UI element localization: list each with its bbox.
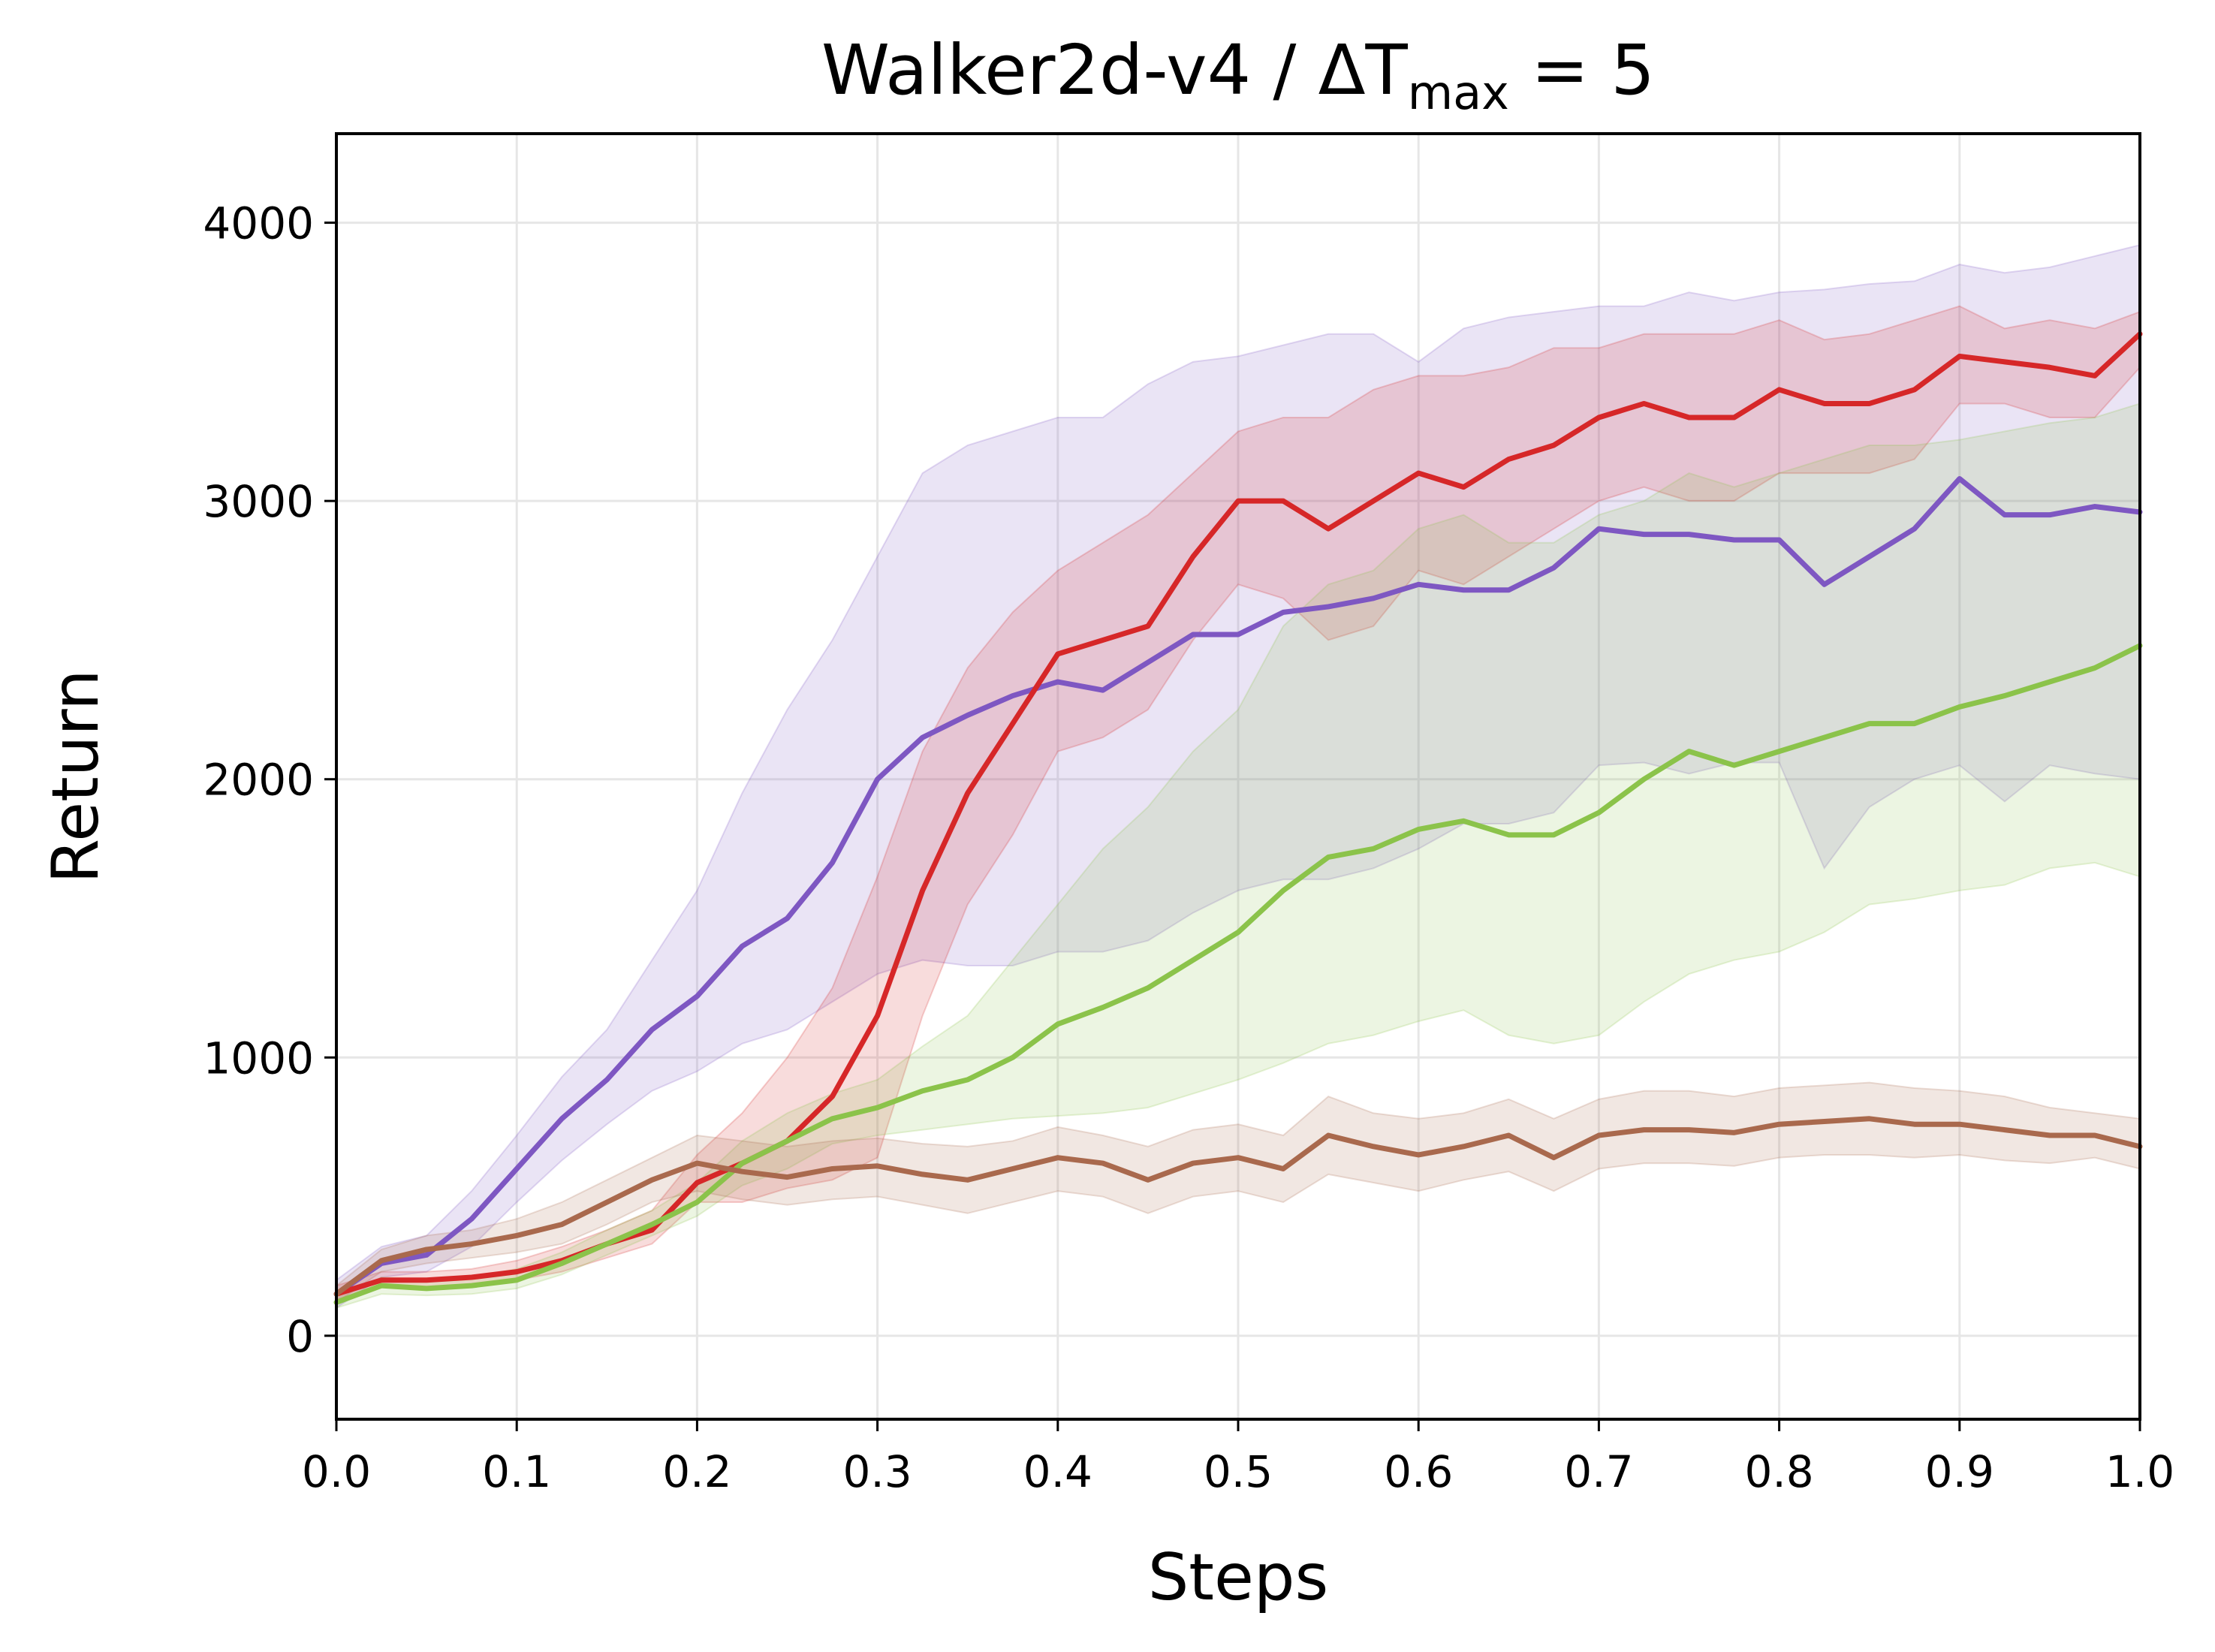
x-tick-label: 0.7 bbox=[1564, 1446, 1633, 1497]
x-tick-label: 0.2 bbox=[662, 1446, 731, 1497]
y-tick-label: 0 bbox=[286, 1311, 314, 1362]
x-tick-label: 0.9 bbox=[1925, 1446, 1994, 1497]
x-tick-label: 0.0 bbox=[302, 1446, 371, 1497]
x-axis-label: Steps bbox=[1148, 1540, 1329, 1615]
x-tick-label: 0.8 bbox=[1744, 1446, 1813, 1497]
x-tick-label: 0.6 bbox=[1384, 1446, 1453, 1497]
y-tick-label: 3000 bbox=[203, 476, 314, 527]
y-tick-label: 2000 bbox=[203, 755, 314, 806]
x-tick-label: 1.0 bbox=[2105, 1446, 2174, 1497]
x-axis: 0.0 0.1 0.2 0.3 0.4 0.5 0.6 0.7 0.8 0.9 1.0 bbox=[302, 1419, 2174, 1497]
series-4-line bbox=[333, 1116, 2143, 1297]
series-1-line bbox=[333, 475, 2143, 1297]
y-axis: 0 1000 2000 3000 4000 bbox=[203, 198, 336, 1362]
chart-title-main: Walker2d-v4 / ΔT bbox=[821, 30, 1409, 110]
series-3-line bbox=[333, 643, 2143, 1305]
y-tick-label: 1000 bbox=[203, 1032, 314, 1084]
y-tick-label: 4000 bbox=[203, 198, 314, 249]
chart-title: Walker2d-v4 / ΔTmax = 5 bbox=[821, 30, 1655, 120]
series-2-line bbox=[333, 331, 2143, 1297]
x-tick-label: 0.5 bbox=[1204, 1446, 1273, 1497]
y-axis-label: Return bbox=[38, 669, 113, 883]
chart-title-subscript: max bbox=[1408, 65, 1509, 120]
series-lines bbox=[333, 331, 2143, 1305]
x-tick-label: 0.1 bbox=[482, 1446, 551, 1497]
x-tick-label: 0.3 bbox=[842, 1446, 912, 1497]
x-tick-label: 0.4 bbox=[1023, 1446, 1092, 1497]
chart-title-equals: = 5 bbox=[1509, 30, 1655, 110]
